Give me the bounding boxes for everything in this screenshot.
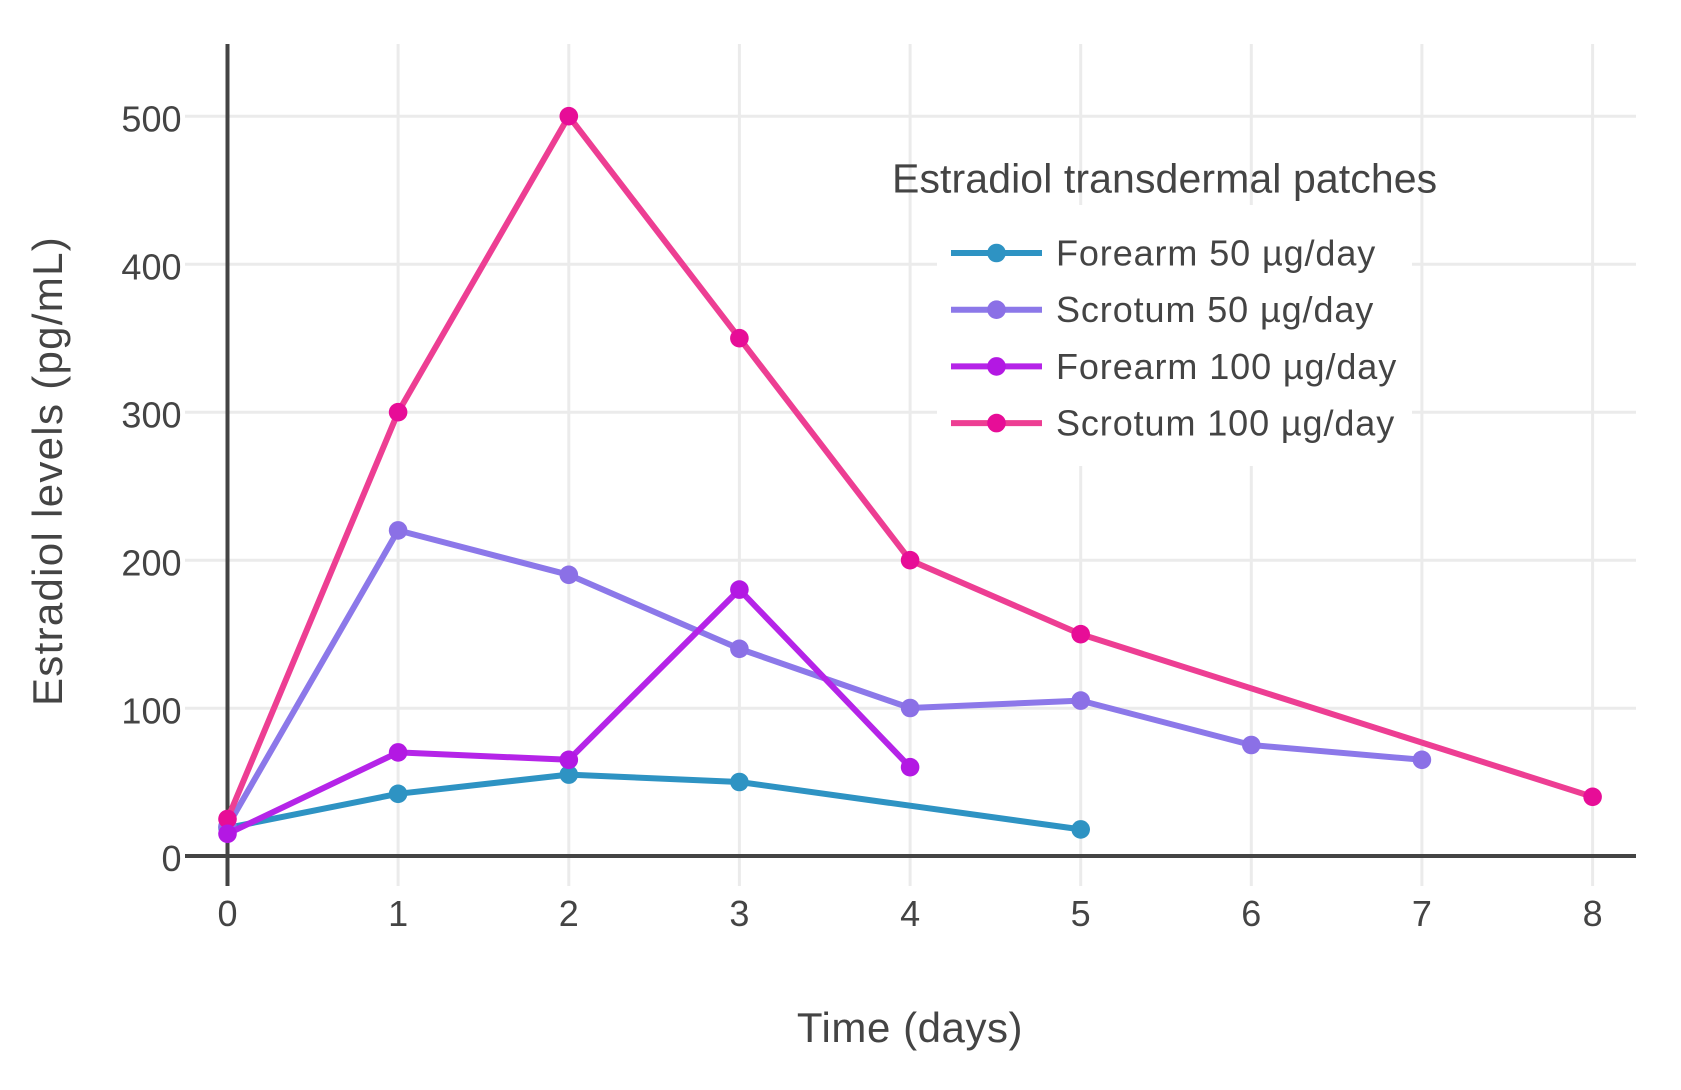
svg-text:6: 6 bbox=[1241, 893, 1261, 934]
svg-text:200: 200 bbox=[121, 542, 181, 583]
svg-text:Scrotum 100 µg/day: Scrotum 100 µg/day bbox=[1056, 403, 1395, 444]
svg-text:3: 3 bbox=[729, 893, 749, 934]
svg-text:2: 2 bbox=[559, 893, 579, 934]
svg-text:1: 1 bbox=[388, 893, 408, 934]
svg-text:5: 5 bbox=[1071, 893, 1091, 934]
svg-text:Estradiol transdermal patches: Estradiol transdermal patches bbox=[892, 156, 1437, 202]
svg-text:300: 300 bbox=[121, 394, 181, 435]
svg-text:0: 0 bbox=[217, 893, 237, 934]
svg-text:400: 400 bbox=[121, 246, 181, 287]
svg-text:500: 500 bbox=[121, 98, 181, 139]
svg-text:Time (days): Time (days) bbox=[797, 1004, 1023, 1051]
svg-text:100: 100 bbox=[121, 690, 181, 731]
svg-text:Forearm 50 µg/day: Forearm 50 µg/day bbox=[1056, 233, 1376, 274]
svg-text:Estradiol levels (pg/mL): Estradiol levels (pg/mL) bbox=[24, 236, 71, 706]
svg-text:4: 4 bbox=[900, 893, 920, 934]
svg-text:Scrotum 50 µg/day: Scrotum 50 µg/day bbox=[1056, 289, 1374, 330]
svg-text:0: 0 bbox=[161, 838, 181, 879]
svg-text:7: 7 bbox=[1412, 893, 1432, 934]
svg-text:8: 8 bbox=[1583, 893, 1603, 934]
svg-text:Forearm 100 µg/day: Forearm 100 µg/day bbox=[1056, 346, 1397, 387]
